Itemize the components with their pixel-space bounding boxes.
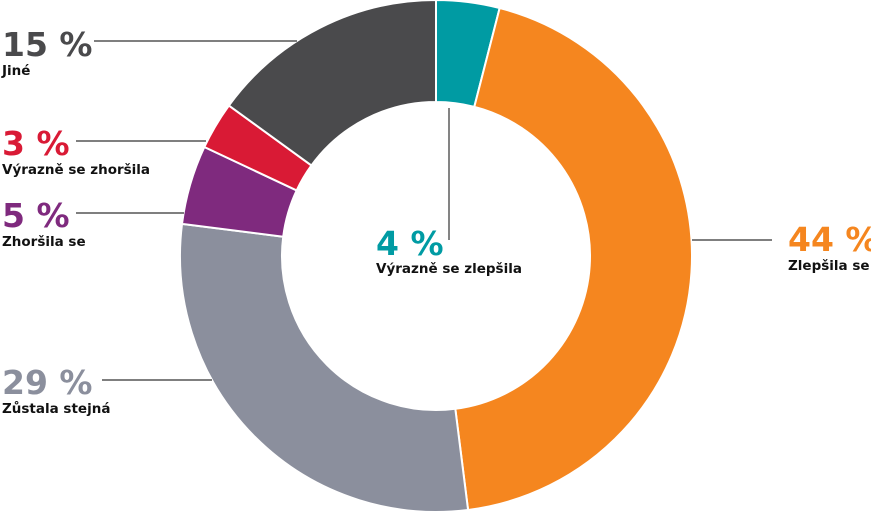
slice-zustala-stejna [179,222,470,513]
leader-lines-group [76,40,772,381]
pct-label-zlepsila-se: 44 % [788,220,871,259]
slice-label-zustala-stejna: Zůstala stejná [2,400,110,417]
pct-label-zustala-stejna: 29 % [2,363,92,402]
slices-group [179,0,693,513]
pct-label-vyrazne-se-zhorsila: 3 % [2,124,70,163]
pct-label-zhorsila-se: 5 % [2,196,70,235]
pct-label-vyrazne-se-zlepsila: 4 % [376,224,444,263]
slice-jine [227,0,437,167]
slice-label-jine: Jiné [1,63,30,79]
slice-zlepsila-se [454,6,693,512]
pct-label-jine: 15 % [2,25,92,64]
slice-label-zlepsila-se: Zlepšila se [788,258,870,274]
slice-label-zhorsila-se: Zhoršila se [2,234,86,250]
slice-label-vyrazne-se-zhorsila: Výrazně se zhoršila [2,162,150,178]
slice-label-vyrazne-se-zlepsila: Výrazně se zlepšila [376,261,522,277]
